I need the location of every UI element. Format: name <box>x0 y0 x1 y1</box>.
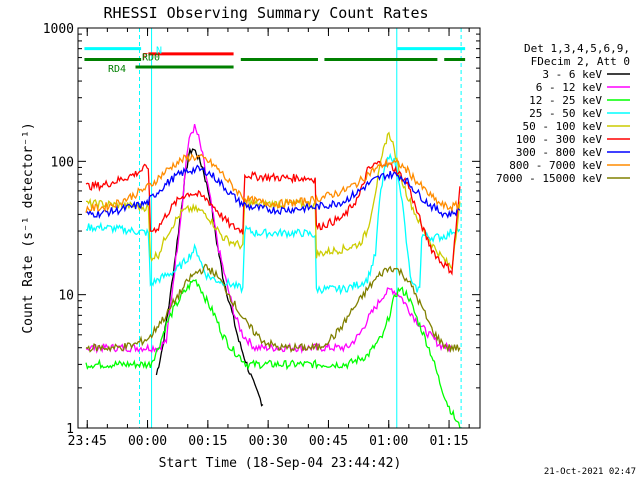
x-tick-label-2: 00:15 <box>188 434 227 449</box>
status-label-n: N <box>156 46 162 57</box>
legend-label-4: 50 - 100 keV <box>523 120 603 133</box>
status-label-rd4: RD4 <box>108 64 126 75</box>
status-label-rd0: RD0 <box>142 53 160 64</box>
series-line-0 <box>155 147 264 407</box>
legend-label-2: 12 - 25 keV <box>529 94 602 107</box>
legend-label-3: 25 - 50 keV <box>529 107 602 120</box>
y-tick-label-3: 1000 <box>43 22 74 37</box>
series-line-6 <box>85 164 461 219</box>
series-line-2 <box>85 279 461 428</box>
x-tick-label-6: 01:15 <box>429 434 468 449</box>
x-tick-label-1: 00:00 <box>128 434 167 449</box>
legend-label-7: 800 - 7000 keV <box>509 159 602 172</box>
series-line-7 <box>85 153 460 213</box>
y-axis-label: Count Rate (s⁻¹ detector⁻¹) <box>21 122 36 333</box>
y-tick-label-0: 1 <box>66 422 74 437</box>
legend-header-1: FDecim 2, Att 0 <box>531 55 630 68</box>
timestamp: 21-Oct-2021 02:47 <box>544 467 636 477</box>
series-line-1 <box>85 123 453 355</box>
x-axis-label: Start Time (18-Sep-04 23:44:42) <box>159 456 402 471</box>
legend-header-0: Det 1,3,4,5,6,9, <box>524 42 630 55</box>
legend-label-5: 100 - 300 keV <box>516 133 602 146</box>
legend-label-0: 3 - 6 keV <box>542 68 602 81</box>
y-tick-label-2: 100 <box>51 155 74 170</box>
x-tick-label-3: 00:30 <box>249 434 288 449</box>
legend-label-8: 7000 - 15000 keV <box>496 172 602 185</box>
status-label-f: F <box>142 52 148 63</box>
y-tick-label-1: 10 <box>58 289 74 304</box>
series-line-4 <box>86 131 461 271</box>
legend: Det 1,3,4,5,6,9,FDecim 2, Att 03 - 6 keV… <box>496 42 630 185</box>
series-group <box>85 123 461 428</box>
x-tick-label-0: 23:45 <box>68 434 107 449</box>
series-line-3 <box>85 152 461 296</box>
series-line-8 <box>85 263 461 354</box>
legend-label-6: 300 - 800 keV <box>516 146 602 159</box>
plot-frame <box>77 27 481 429</box>
x-tick-label-4: 00:45 <box>309 434 348 449</box>
legend-label-1: 6 - 12 keV <box>536 81 603 94</box>
chart-title: RHESSI Observing Summary Count Rates <box>103 4 428 22</box>
x-tick-label-5: 01:00 <box>369 434 408 449</box>
